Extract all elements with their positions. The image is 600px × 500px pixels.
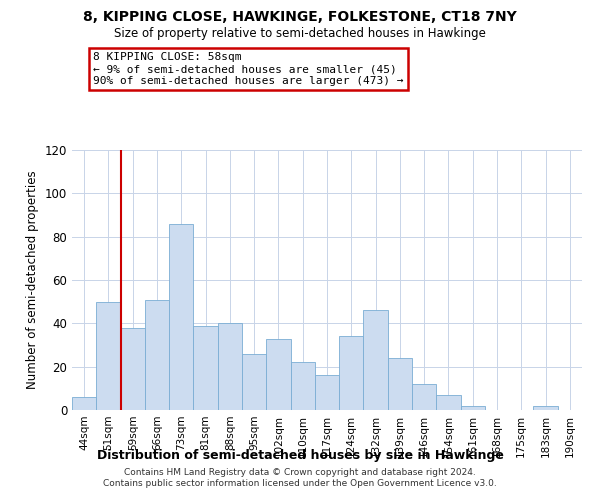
Bar — [290, 362, 315, 410]
Bar — [145, 300, 169, 410]
Text: Contains HM Land Registry data © Crown copyright and database right 2024.
Contai: Contains HM Land Registry data © Crown c… — [103, 468, 497, 487]
Bar — [169, 224, 193, 410]
Text: 8, KIPPING CLOSE, HAWKINGE, FOLKESTONE, CT18 7NY: 8, KIPPING CLOSE, HAWKINGE, FOLKESTONE, … — [83, 10, 517, 24]
Bar — [193, 326, 218, 410]
Bar — [266, 338, 290, 410]
Text: 8 KIPPING CLOSE: 58sqm
← 9% of semi-detached houses are smaller (45)
90% of semi: 8 KIPPING CLOSE: 58sqm ← 9% of semi-deta… — [93, 52, 404, 86]
Bar — [461, 406, 485, 410]
Bar — [436, 395, 461, 410]
Y-axis label: Number of semi-detached properties: Number of semi-detached properties — [26, 170, 39, 390]
Text: Distribution of semi-detached houses by size in Hawkinge: Distribution of semi-detached houses by … — [97, 448, 503, 462]
Bar — [96, 302, 121, 410]
Bar — [121, 328, 145, 410]
Bar — [412, 384, 436, 410]
Bar — [339, 336, 364, 410]
Bar — [388, 358, 412, 410]
Bar — [315, 376, 339, 410]
Bar — [218, 324, 242, 410]
Bar — [364, 310, 388, 410]
Bar — [72, 397, 96, 410]
Bar — [242, 354, 266, 410]
Text: Size of property relative to semi-detached houses in Hawkinge: Size of property relative to semi-detach… — [114, 28, 486, 40]
Bar — [533, 406, 558, 410]
